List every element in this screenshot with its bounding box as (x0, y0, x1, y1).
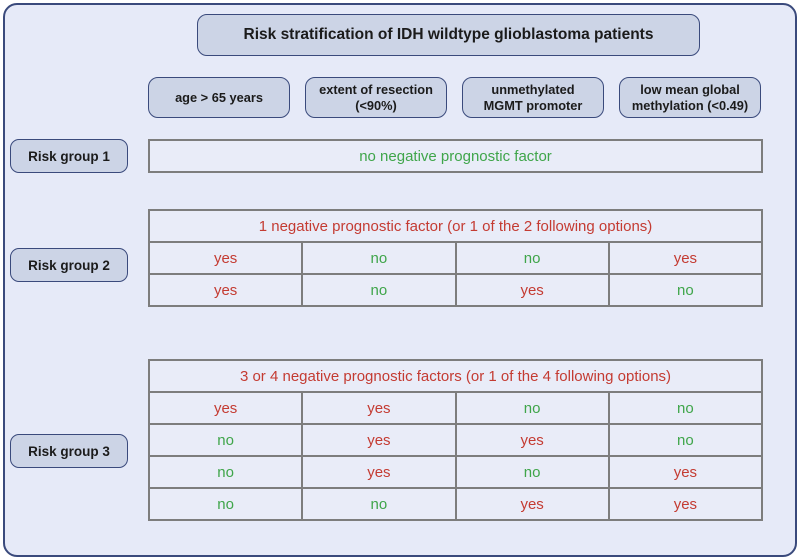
table-cell: yes (454, 423, 610, 457)
table-cell: no (301, 241, 457, 275)
table-cell: yes (147, 391, 304, 425)
table-cell: yes (607, 455, 764, 489)
table-cell: yes (301, 423, 457, 457)
risk-group-1-table: no negative prognostic factor (148, 139, 763, 173)
table-cell: no (454, 391, 610, 425)
table-row: no no yes yes (147, 487, 764, 521)
column-header-mgmt: unmethylated MGMT promoter (462, 77, 604, 118)
risk-group-3-table: 3 or 4 negative prognostic factors (or 1… (147, 359, 764, 521)
table-row: yes yes no no (147, 391, 764, 425)
table-cell: yes (147, 241, 304, 275)
table-row: no yes no yes (147, 455, 764, 489)
table-cell: no (147, 487, 304, 521)
group-summary: no negative prognostic factor (148, 139, 763, 173)
table-cell: no (607, 273, 764, 307)
risk-group-3-label: Risk group 3 (10, 434, 128, 468)
table-cell: yes (147, 273, 304, 307)
column-header-methylation: low mean global methylation (<0.49) (619, 77, 761, 118)
column-header-age: age > 65 years (148, 77, 290, 118)
table-cell: no (301, 273, 457, 307)
table-cell: yes (607, 241, 764, 275)
table-row: no negative prognostic factor (148, 139, 763, 173)
table-row: 1 negative prognostic factor (or 1 of th… (148, 209, 763, 243)
table-cell: no (607, 423, 764, 457)
table-cell: yes (454, 487, 610, 521)
table-cell: yes (301, 391, 457, 425)
table-cell: no (454, 241, 610, 275)
group-summary: 1 negative prognostic factor (or 1 of th… (148, 209, 763, 243)
table-cell: no (147, 423, 304, 457)
column-header-resection: extent of resection (<90%) (305, 77, 447, 118)
table-row: yes no no yes (147, 241, 764, 275)
table-cell: no (454, 455, 610, 489)
table-row: yes no yes no (147, 273, 764, 307)
table-cell: no (301, 487, 457, 521)
table-cell: no (607, 391, 764, 425)
table-cell: no (147, 455, 304, 489)
risk-group-2-table: 1 negative prognostic factor (or 1 of th… (147, 209, 764, 307)
group-summary: 3 or 4 negative prognostic factors (or 1… (148, 359, 763, 393)
risk-group-1-label: Risk group 1 (10, 139, 128, 173)
table-row: no yes yes no (147, 423, 764, 457)
table-cell: yes (454, 273, 610, 307)
table-row: 3 or 4 negative prognostic factors (or 1… (148, 359, 763, 393)
figure-title: Risk stratification of IDH wildtype glio… (197, 14, 700, 56)
risk-group-2-label: Risk group 2 (10, 248, 128, 282)
table-cell: yes (607, 487, 764, 521)
table-cell: yes (301, 455, 457, 489)
